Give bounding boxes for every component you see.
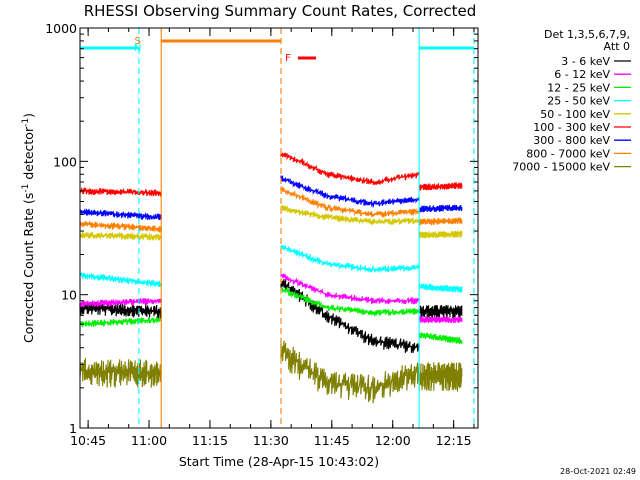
series-line-5 (418, 182, 463, 191)
legend-header-2: Att 0 (604, 40, 630, 53)
series-line-2 (280, 286, 420, 317)
legend-label-0: 3 - 6 keV (561, 55, 610, 68)
x-tick-label: 12:15 (436, 433, 472, 448)
legend-label-7: 800 - 7000 keV (526, 147, 610, 160)
legend-label-2: 12 - 25 keV (547, 81, 610, 94)
legend-label-6: 300 - 800 keV (533, 134, 610, 147)
series-line-1 (418, 316, 463, 324)
series-line-2 (79, 316, 162, 328)
series-line-1 (79, 297, 162, 308)
x-tick-label: 11:15 (192, 433, 228, 448)
footer-date: 28-Oct-2021 02:49 (560, 467, 636, 476)
series-line-4 (280, 204, 420, 226)
legend-label-4: 50 - 100 keV (540, 108, 610, 121)
series-line-3 (418, 283, 463, 293)
series-line-2 (418, 332, 463, 344)
series-line-3 (280, 244, 420, 274)
x-tick-label: 11:30 (253, 433, 289, 448)
y-tick-label: 1 (69, 421, 77, 436)
x-tick-label: 11:00 (131, 433, 167, 448)
x-axis: 10:45 11:00 11:15 11:30 11:45 12:00 12:15 (70, 28, 475, 448)
chart-title: RHESSI Observing Summary Count Rates, Co… (84, 2, 477, 20)
plot-area: SN F (79, 28, 475, 428)
series-line-6 (280, 175, 420, 208)
y-axis: 1 10 100 1000 (45, 21, 478, 436)
y-tick-label: 1000 (45, 21, 77, 36)
series-line-4 (79, 231, 162, 241)
y-tick-label: 100 (53, 154, 77, 169)
legend-label-3: 25 - 50 keV (547, 95, 610, 108)
series-line-5 (280, 151, 420, 186)
series-line-8 (418, 362, 463, 392)
x-axis-label: Start Time (28-Apr-15 10:43:02) (179, 454, 379, 469)
legend-label-8: 7000 - 15000 keV (512, 161, 610, 174)
flag-label-s: S (134, 36, 140, 47)
plot-frame (79, 27, 479, 429)
x-tick-label: 11:45 (314, 433, 350, 448)
series-line-7 (280, 185, 420, 218)
series-line-1 (280, 273, 420, 305)
flag-label-n: N (134, 43, 141, 54)
legend-header-1: Det 1,3,5,6,7,9, (544, 28, 630, 41)
y-tick-label: 10 (61, 288, 77, 303)
series-line-6 (418, 204, 463, 213)
y-axis-label: Corrected Count Rate (s-1 detector-1) (21, 113, 36, 343)
series-line-8 (79, 358, 162, 388)
x-tick-label: 10:45 (70, 433, 106, 448)
series-line-8 (280, 337, 420, 404)
series-line-7 (418, 217, 463, 226)
series-line-0 (280, 278, 420, 354)
x-tick-label: 12:00 (375, 433, 411, 448)
flag-label-f: F (285, 53, 291, 64)
legend-label-5: 100 - 300 keV (533, 121, 610, 134)
series-line-6 (79, 208, 162, 221)
series-line-7 (79, 220, 162, 233)
series-line-0 (418, 304, 463, 319)
legend-label-1: 6 - 12 keV (554, 68, 610, 81)
series-line-3 (79, 272, 162, 288)
series-line-5 (79, 187, 162, 197)
series-line-4 (418, 230, 463, 239)
